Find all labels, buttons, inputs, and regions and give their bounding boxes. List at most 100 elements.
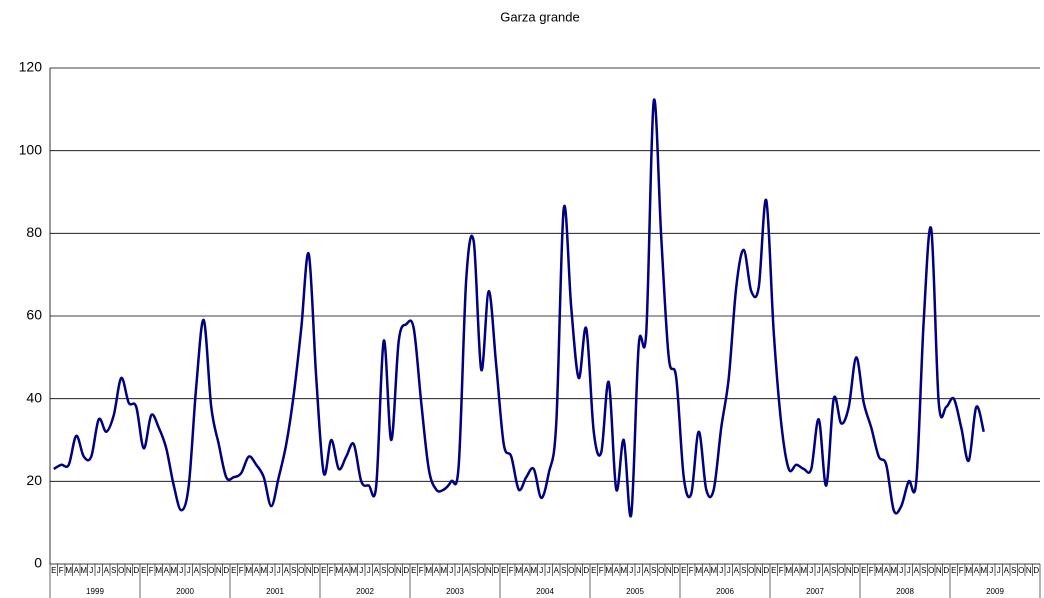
x-tick-label: F <box>239 566 244 575</box>
y-tick-label: 60 <box>26 307 42 323</box>
x-tick-label: A <box>734 566 740 575</box>
year-label: 2009 <box>986 587 1004 596</box>
x-tick-label: M <box>875 566 882 575</box>
x-tick-label: N <box>756 566 762 575</box>
x-tick-label: A <box>704 566 710 575</box>
x-tick-label: F <box>59 566 64 575</box>
x-tick-label: J <box>359 566 363 575</box>
x-tick-label: E <box>771 566 776 575</box>
x-tick-label: E <box>231 566 236 575</box>
x-tick-label: D <box>583 566 589 575</box>
year-label: 2005 <box>626 587 644 596</box>
x-tick-label: A <box>194 566 200 575</box>
x-tick-label: A <box>644 566 650 575</box>
year-label: 2000 <box>176 587 194 596</box>
year-label: 2002 <box>356 587 374 596</box>
x-tick-label: S <box>381 566 386 575</box>
x-tick-label: S <box>1011 566 1016 575</box>
x-tick-label: A <box>254 566 260 575</box>
year-label: 2006 <box>716 587 734 596</box>
x-tick-label: J <box>727 566 731 575</box>
x-tick-label: A <box>824 566 830 575</box>
x-tick-label: M <box>980 566 987 575</box>
x-tick-label: N <box>126 566 132 575</box>
x-tick-label: N <box>576 566 582 575</box>
line <box>53 98 985 518</box>
x-tick-label: F <box>149 566 154 575</box>
x-tick-label: F <box>689 566 694 575</box>
y-tick-label: 40 <box>26 389 42 405</box>
x-tick-label: O <box>748 566 754 575</box>
year-label: 1999 <box>86 587 104 596</box>
x-tick-label: M <box>785 566 792 575</box>
x-tick-label: A <box>554 566 560 575</box>
x-tick-label: J <box>277 566 281 575</box>
chart-title: Garza grande <box>500 9 580 24</box>
x-tick-label: A <box>164 566 170 575</box>
x-tick-label: F <box>959 566 964 575</box>
x-tick-label: E <box>501 566 506 575</box>
x-tick-label: D <box>403 566 409 575</box>
y-tick-label: 100 <box>19 141 43 157</box>
x-tick-label: J <box>269 566 273 575</box>
x-tick-label: O <box>388 566 394 575</box>
x-tick-label: N <box>306 566 312 575</box>
x-tick-label: A <box>284 566 290 575</box>
x-tick-label: O <box>1018 566 1024 575</box>
x-tick-label: F <box>779 566 784 575</box>
x-tick-label: M <box>695 566 702 575</box>
x-tick-label: M <box>350 566 357 575</box>
x-tick-label: A <box>104 566 110 575</box>
x-tick-label: J <box>817 566 821 575</box>
x-tick-label: J <box>457 566 461 575</box>
x-tick-label: M <box>245 566 252 575</box>
x-tick-label: E <box>411 566 416 575</box>
x-tick-label: N <box>396 566 402 575</box>
x-tick-label: M <box>890 566 897 575</box>
x-tick-label: E <box>681 566 686 575</box>
x-tick-label: J <box>539 566 543 575</box>
x-tick-label: D <box>673 566 679 575</box>
x-tick-label: N <box>846 566 852 575</box>
x-tick-label: O <box>658 566 664 575</box>
x-tick-label: F <box>329 566 334 575</box>
x-tick-label: D <box>1033 566 1039 575</box>
x-tick-label: O <box>478 566 484 575</box>
x-tick-label: J <box>547 566 551 575</box>
x-tick-label: D <box>853 566 859 575</box>
x-tick-label: S <box>201 566 206 575</box>
x-tick-label: O <box>208 566 214 575</box>
x-tick-label: S <box>741 566 746 575</box>
year-label: 2004 <box>536 587 554 596</box>
x-tick-label: J <box>367 566 371 575</box>
x-tick-label: J <box>449 566 453 575</box>
x-tick-label: S <box>471 566 476 575</box>
x-tick-label: F <box>599 566 604 575</box>
x-tick-label: D <box>763 566 769 575</box>
y-tick-label: 20 <box>26 472 42 488</box>
year-label: 2001 <box>266 587 284 596</box>
year-label: 2003 <box>446 587 464 596</box>
x-tick-label: E <box>141 566 146 575</box>
x-tick-label: D <box>223 566 229 575</box>
x-tick-label: F <box>509 566 514 575</box>
y-tick-label: 120 <box>19 59 43 75</box>
x-tick-label: S <box>111 566 116 575</box>
x-tick-label: J <box>179 566 183 575</box>
x-tick-label: A <box>434 566 440 575</box>
y-tick-label: 0 <box>34 555 42 571</box>
x-tick-label: M <box>440 566 447 575</box>
x-tick-label: M <box>335 566 342 575</box>
x-tick-label: J <box>907 566 911 575</box>
x-tick-label: J <box>719 566 723 575</box>
x-tick-label: N <box>216 566 222 575</box>
x-tick-label: A <box>524 566 530 575</box>
x-tick-label: D <box>133 566 139 575</box>
x-tick-label: A <box>974 566 980 575</box>
x-tick-label: M <box>65 566 72 575</box>
x-tick-label: N <box>486 566 492 575</box>
x-tick-label: F <box>869 566 874 575</box>
x-tick-label: A <box>464 566 470 575</box>
x-tick-label: J <box>997 566 1001 575</box>
x-tick-label: E <box>861 566 866 575</box>
